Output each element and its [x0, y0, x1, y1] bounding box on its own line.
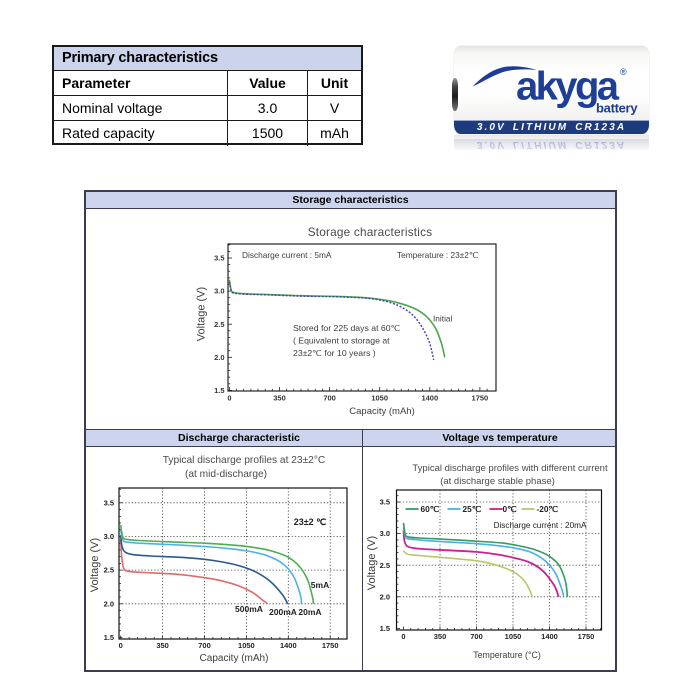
svg-text:0: 0	[119, 641, 123, 650]
svg-text:23±2 ℃: 23±2 ℃	[294, 517, 327, 527]
svg-text:3.0: 3.0	[104, 532, 114, 541]
svg-text:Typical discharge profiles at: Typical discharge profiles at 23±2°C	[163, 455, 326, 466]
svg-text:Typical discharge profiles wit: Typical discharge profiles with differen…	[412, 463, 608, 474]
svg-text:350: 350	[273, 394, 286, 403]
svg-text:Voltage (V): Voltage (V)	[89, 538, 101, 592]
svg-text:1050: 1050	[505, 632, 522, 641]
svg-text:Stored for 225 days at 60℃: Stored for 225 days at 60℃	[293, 323, 401, 333]
svg-text:3.5: 3.5	[214, 254, 224, 263]
svg-text:1750: 1750	[322, 641, 339, 650]
svg-text:Voltage (V): Voltage (V)	[196, 287, 208, 341]
svg-text:2.5: 2.5	[214, 320, 224, 329]
svg-text:3.0: 3.0	[214, 287, 224, 296]
svg-text:2.5: 2.5	[380, 561, 390, 570]
svg-text:Discharge current : 5mA: Discharge current : 5mA	[242, 250, 332, 260]
svg-text:1400: 1400	[541, 632, 558, 641]
svg-text:500mA: 500mA	[235, 604, 263, 614]
svg-text:2.0: 2.0	[380, 592, 390, 601]
svg-text:Discharge current : 20mA: Discharge current : 20mA	[494, 521, 587, 530]
svg-text:20mA: 20mA	[298, 607, 321, 617]
svg-text:200mA: 200mA	[269, 607, 297, 617]
svg-text:23±2℃ for 10 years ): 23±2℃ for 10 years )	[293, 348, 376, 358]
svg-text:25℃: 25℃	[463, 504, 482, 514]
svg-text:(at discharge stable phase): (at discharge stable phase)	[440, 476, 555, 487]
svg-text:60℃: 60℃	[421, 504, 440, 514]
svg-text:2.0: 2.0	[214, 353, 224, 362]
svg-text:( Equivalent to storage at: ( Equivalent to storage at	[293, 336, 390, 346]
svg-text:1750: 1750	[472, 394, 489, 403]
svg-text:3.5: 3.5	[380, 498, 390, 507]
svg-text:2.0: 2.0	[104, 599, 114, 608]
svg-text:350: 350	[434, 632, 447, 641]
svg-text:Temperature : 23±2℃: Temperature : 23±2℃	[397, 250, 478, 260]
svg-text:-20℃: -20℃	[537, 504, 558, 514]
svg-text:700: 700	[198, 641, 211, 650]
svg-text:Storage characteristics: Storage characteristics	[308, 225, 433, 239]
svg-text:Temperature (°C): Temperature (°C)	[473, 650, 541, 660]
svg-text:1.5: 1.5	[104, 633, 114, 642]
svg-text:2.5: 2.5	[104, 566, 114, 575]
svg-text:akyga: akyga	[516, 65, 620, 109]
svg-text:0: 0	[401, 632, 405, 641]
svg-text:1400: 1400	[421, 394, 438, 403]
svg-text:3.0: 3.0	[380, 529, 390, 538]
svg-text:1.5: 1.5	[380, 624, 390, 633]
svg-text:0℃: 0℃	[503, 504, 517, 514]
svg-text:Voltage (V): Voltage (V)	[366, 536, 378, 590]
svg-text:3.5: 3.5	[104, 498, 114, 507]
svg-text:5mA: 5mA	[311, 580, 329, 590]
svg-text:0: 0	[227, 394, 231, 403]
svg-text:1750: 1750	[578, 632, 595, 641]
svg-text:®: ®	[620, 67, 627, 77]
svg-text:1.5: 1.5	[214, 386, 224, 395]
svg-text:700: 700	[470, 632, 483, 641]
svg-text:battery: battery	[596, 101, 638, 116]
svg-text:Initial: Initial	[433, 314, 453, 324]
svg-text:350: 350	[156, 641, 169, 650]
svg-text:Capacity (mAh): Capacity (mAh)	[349, 406, 414, 417]
svg-text:1400: 1400	[280, 641, 297, 650]
svg-text:(at mid-discharge): (at mid-discharge)	[185, 469, 267, 480]
svg-text:1050: 1050	[238, 641, 255, 650]
svg-text:700: 700	[323, 394, 336, 403]
svg-text:Capacity (mAh): Capacity (mAh)	[200, 653, 269, 664]
svg-text:1050: 1050	[371, 394, 388, 403]
